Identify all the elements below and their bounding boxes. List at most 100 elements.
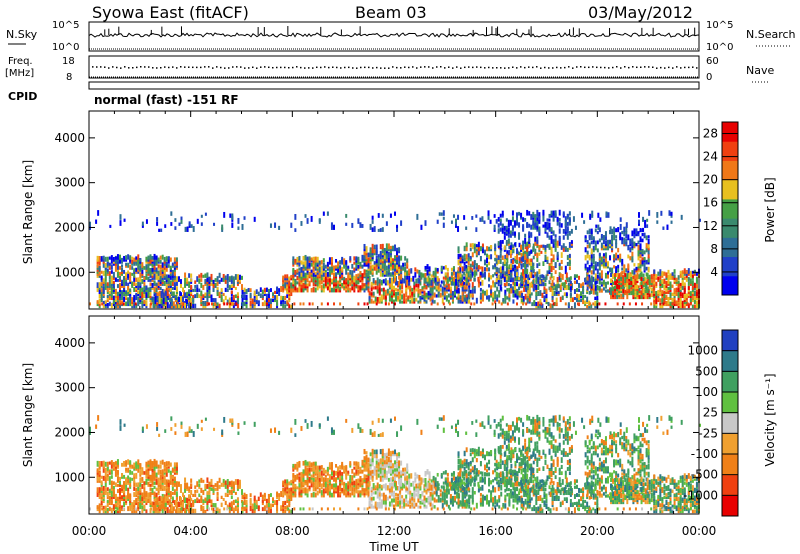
velocity-cell [190,502,193,508]
power-cell [196,284,199,288]
power-cell [394,271,396,276]
power-cell [501,214,504,218]
power-cell [671,304,674,309]
power-cell [300,266,303,271]
velocity-cell [175,462,178,467]
power-cell [546,256,549,260]
power-cell [403,278,406,284]
power-cell [542,246,545,250]
power-cell [135,292,138,299]
velocity-cell [169,480,172,485]
power-cell [455,218,457,222]
power-cell [185,292,188,297]
power-cell [534,284,537,289]
power-cell [135,303,138,309]
power-cell [298,277,301,283]
power-cell [481,273,484,278]
power-cell [618,273,621,279]
power-cell [424,265,427,270]
power-cell [159,301,162,307]
power-cell [230,296,233,303]
power-cell [675,287,678,292]
velocity-cell [163,478,166,483]
power-cell [687,276,690,280]
power-cell [619,223,622,230]
power-cell [570,240,573,244]
power-cell [497,223,500,228]
power-cell [110,290,113,294]
power-cell [457,259,460,266]
velocity-cell [179,484,182,489]
power-cell [526,261,529,268]
power-colorbar-tick-label: 20 [703,173,718,187]
power-cell [681,292,684,297]
power-cell [165,256,168,262]
velocity-cell [185,503,188,510]
power-cell [512,257,515,262]
power-cell [330,278,333,283]
power-cell [635,243,638,247]
freq-dot [160,66,162,69]
power-cell [566,277,569,283]
power-cell [214,282,217,286]
power-cell [302,302,305,306]
power-cell [190,297,193,303]
power-cell [165,274,168,280]
power-cell [133,303,136,309]
velocity-cell [152,506,155,512]
power-cell [513,285,516,291]
power-cell [182,287,185,292]
power-cell [363,302,366,306]
power-cell [367,257,370,264]
power-cell [141,262,144,268]
power-cell [137,285,140,290]
velocity-cell [135,508,138,514]
power-cell [159,290,162,297]
power-cell [687,272,690,276]
power-cell [127,262,130,268]
power-cell [444,265,447,270]
power-cell [524,284,527,291]
power-cell [473,243,476,248]
power-cell [633,273,636,279]
velocity-cell [129,493,132,497]
power-cell [328,281,331,287]
freq-dot [216,66,218,68]
power-cell [300,284,303,289]
power-cell [220,277,223,282]
power-cell [174,226,177,230]
power-cell [552,302,555,306]
power-cell [669,295,672,299]
power-cell [590,262,593,267]
velocity-cell [127,487,130,491]
power-cell [561,282,564,286]
power-cell [269,302,272,309]
velocity-cell [202,509,205,514]
power-cell [592,302,595,306]
power-cell [653,280,656,284]
freq-dot [340,67,342,69]
power-cell [562,243,565,248]
power-cell [623,282,626,287]
velocity-cell [192,493,195,497]
power-cell [171,303,174,309]
power-cell [465,271,468,278]
power-cell [306,288,309,293]
power-cell [204,278,207,284]
velocity-cell [226,504,229,510]
velocity-cell [194,508,197,514]
power-cell [298,267,301,271]
power-cell [481,269,484,276]
power-cell [463,257,466,262]
power-cell [190,278,193,282]
velocity-cell [137,495,140,499]
power-cell [300,221,303,226]
velocity-cell [206,499,209,506]
power-cell [520,256,523,262]
power-cell [223,211,226,218]
power-cell [511,244,514,248]
power-cell [639,236,642,243]
power-cell [529,282,532,288]
power-cell [155,270,158,274]
power-cell [645,281,648,285]
